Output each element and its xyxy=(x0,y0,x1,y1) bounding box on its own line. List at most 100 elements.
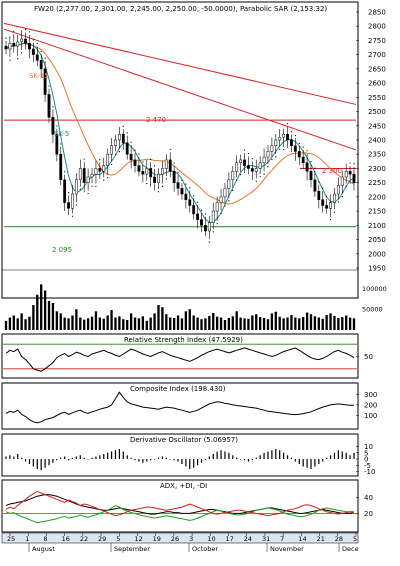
x-day-label-9: 26 xyxy=(171,535,179,543)
sar-dot-78 xyxy=(310,161,312,163)
candle-body-41 xyxy=(164,159,168,169)
x-day-label-7: 12 xyxy=(134,535,142,543)
volume-bar-8 xyxy=(36,294,39,330)
volume-bar-53 xyxy=(212,312,215,330)
sar-dot-71 xyxy=(283,149,285,151)
x-day-label-2: 8 xyxy=(43,535,47,543)
price-y-label-13: 2200 xyxy=(368,193,386,201)
x-day-label-13: 24 xyxy=(244,535,252,543)
deriv-y-label-3: -5 xyxy=(364,462,371,470)
adx-plot-series-1 xyxy=(5,504,355,524)
volume-bar-23 xyxy=(94,311,98,330)
candle-body-82 xyxy=(325,205,329,209)
sar-dot-48 xyxy=(193,195,195,197)
deriv-bar-4 xyxy=(21,457,23,459)
sar-dot-11 xyxy=(48,85,50,87)
sar-dot-35 xyxy=(142,161,144,163)
deriv-bar-13 xyxy=(56,459,58,461)
volume-bar-40 xyxy=(161,307,164,330)
sar-dot-44 xyxy=(177,171,179,174)
deriv-bar-17 xyxy=(71,457,74,459)
deriv-bar-52 xyxy=(208,456,210,459)
deriv-bar-10 xyxy=(44,459,46,468)
sar-dot-85 xyxy=(337,201,339,203)
candle-body-78 xyxy=(309,171,313,181)
price-y-label-11: 2300 xyxy=(368,165,386,173)
volume-bar-12 xyxy=(51,303,55,330)
volume-bar-6 xyxy=(28,316,31,330)
candle-body-59 xyxy=(235,162,239,172)
volume-bar-37 xyxy=(149,317,152,330)
candle-body-60 xyxy=(239,159,243,164)
candle-body-47 xyxy=(188,199,192,206)
candle-body-11 xyxy=(47,94,51,118)
sar-dot-58 xyxy=(232,189,234,191)
volume-bar-22 xyxy=(90,316,94,330)
x-day-label-0: 25 xyxy=(7,535,15,543)
sar-dot-54 xyxy=(216,223,218,225)
deriv-bar-59 xyxy=(236,457,238,459)
deriv-bar-50 xyxy=(200,459,203,463)
sar-dot-63 xyxy=(251,158,253,160)
deriv-bar-88 xyxy=(349,455,351,459)
sar-dot-68 xyxy=(271,158,273,160)
x-day-label-19: 5 xyxy=(353,535,357,543)
sar-dot-61 xyxy=(243,149,246,151)
candle-body-46 xyxy=(184,193,188,200)
volume-bar-26 xyxy=(106,315,109,330)
deriv-bar-38 xyxy=(153,459,156,460)
price-y-label-9: 2400 xyxy=(368,137,386,145)
deriv-bar-69 xyxy=(275,449,277,459)
deriv-bar-20 xyxy=(83,457,85,459)
sk5-label: SK-5 xyxy=(54,130,69,138)
sar-dot-81 xyxy=(322,187,324,189)
candle-body-42 xyxy=(168,159,172,172)
volume-bar-69 xyxy=(274,311,277,330)
sar-dot-56 xyxy=(224,205,226,207)
deriv-bar-47 xyxy=(189,459,191,469)
volume-bar-17 xyxy=(71,315,74,330)
volume-bar-48 xyxy=(192,315,195,330)
deriv-bar-14 xyxy=(60,457,62,459)
volume-bar-10 xyxy=(43,290,47,330)
rsi-plot-line xyxy=(5,347,355,372)
volume-bar-5 xyxy=(24,319,27,330)
volume-bar-85 xyxy=(337,317,340,330)
deriv-bar-19 xyxy=(79,455,81,459)
candle-body-18 xyxy=(74,179,78,195)
sar-dot-41 xyxy=(165,178,167,180)
deriv-bar-76 xyxy=(302,459,304,467)
deriv-bar-8 xyxy=(36,459,38,469)
comp-plot-line xyxy=(5,391,354,424)
candle-body-66 xyxy=(262,156,266,164)
deriv-bar-21 xyxy=(87,459,89,460)
sar-dot-73 xyxy=(290,131,293,133)
candle-body-45 xyxy=(180,188,184,195)
deriv-bar-18 xyxy=(75,456,77,459)
candle-body-12 xyxy=(51,116,55,135)
volume-bar-43 xyxy=(172,317,176,330)
candle-body-88 xyxy=(348,171,352,175)
volume-bar-36 xyxy=(145,320,148,330)
deriv-bar-2 xyxy=(13,456,15,459)
candle-body-62 xyxy=(247,165,250,169)
volume-bar-83 xyxy=(329,313,332,330)
sar-dot-55 xyxy=(220,212,222,214)
deriv-bar-9 xyxy=(40,459,42,471)
sar-dot-43 xyxy=(173,162,175,164)
x-day-label-10: 3 xyxy=(189,535,193,543)
deriv-bar-31 xyxy=(126,455,128,459)
volume-bar-31 xyxy=(126,320,129,330)
sar-dot-18 xyxy=(75,204,77,206)
candle-body-48 xyxy=(192,205,196,215)
sar-dot-21 xyxy=(87,192,89,195)
candle-body-37 xyxy=(149,168,153,178)
sar-dot-4 xyxy=(21,52,23,54)
candle-body-55 xyxy=(219,196,223,203)
candle-body-17 xyxy=(71,193,74,209)
candle-body-83 xyxy=(329,202,332,209)
sar-dot-74 xyxy=(294,134,296,137)
volume-bar-50 xyxy=(200,319,203,330)
rsi-y-label-0: 50 xyxy=(364,353,373,361)
